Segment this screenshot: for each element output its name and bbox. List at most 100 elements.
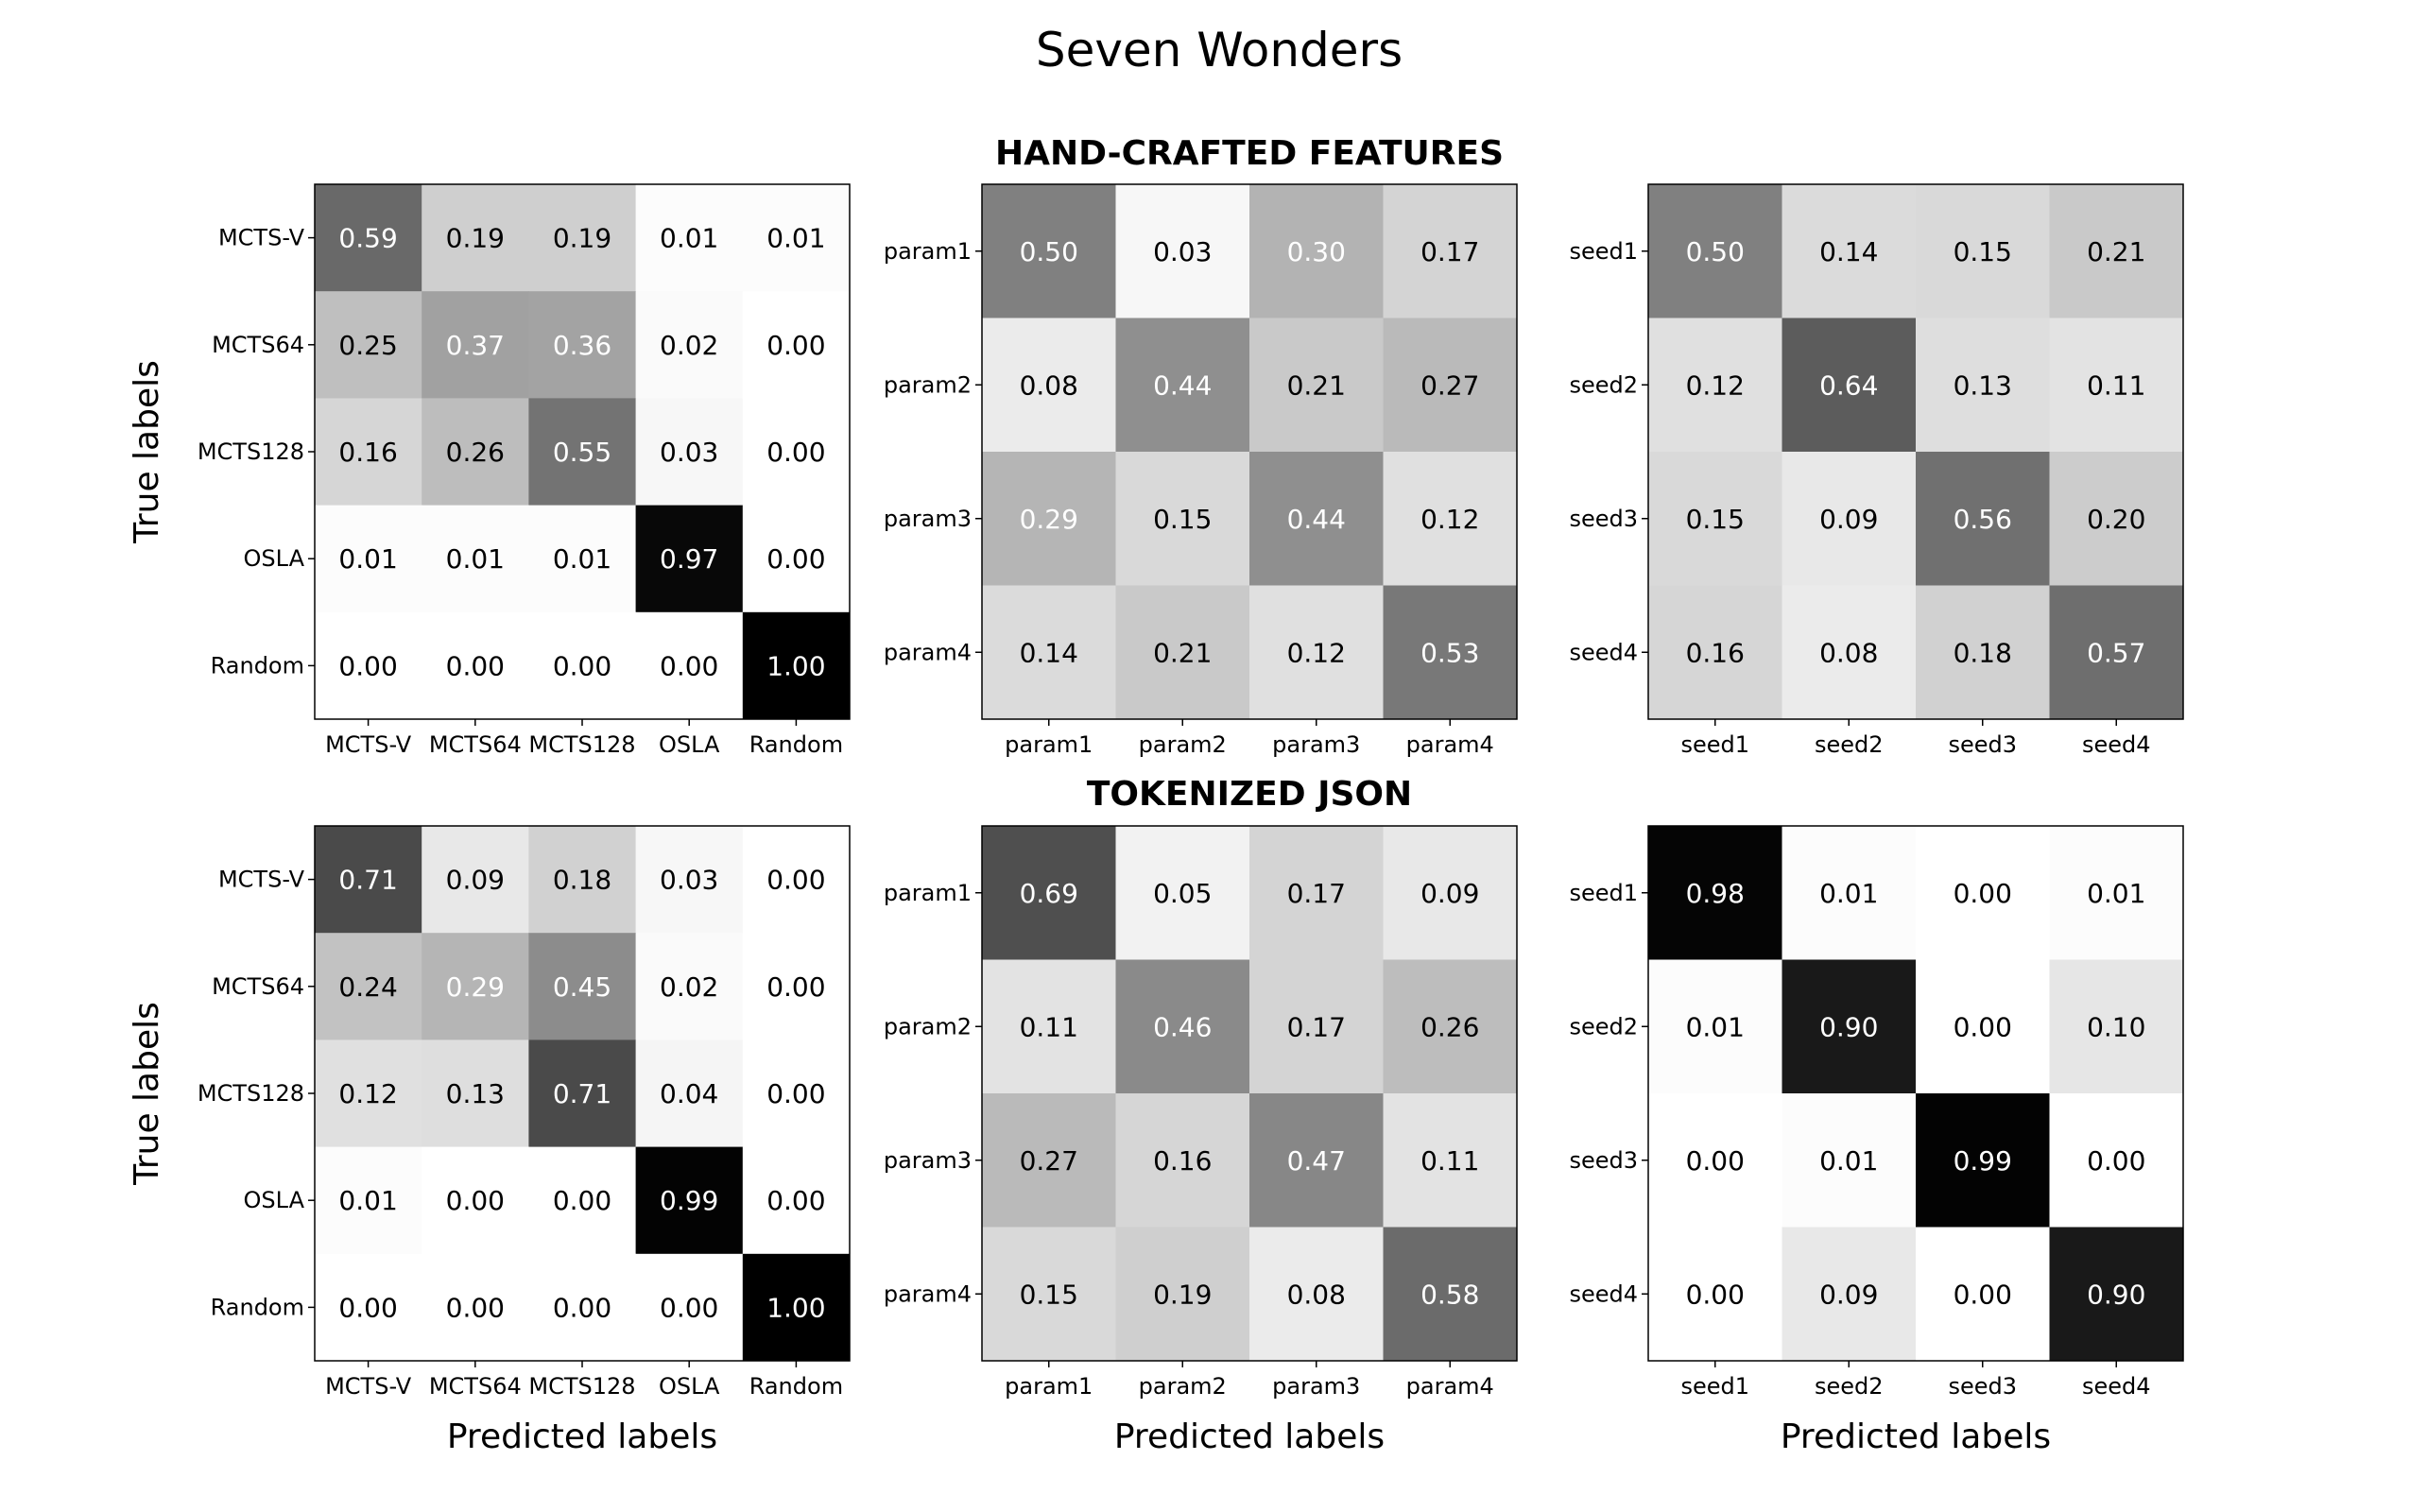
heatmap-cell	[1916, 585, 2050, 720]
heatmap-cell	[2049, 959, 2184, 1094]
heatmap-cell	[528, 1146, 637, 1255]
cell-value-label: 0.44	[1153, 369, 1212, 401]
cell-value-label: 0.15	[1020, 1279, 1078, 1310]
y-axis-label: True labels	[128, 360, 166, 544]
heatmap-cell	[422, 184, 529, 292]
cell-value-label: 0.16	[1686, 637, 1745, 668]
heatmap-frame	[981, 183, 1518, 720]
heatmap-cell	[528, 505, 637, 613]
cell-value-label: 0.01	[766, 223, 825, 254]
cell-value-label: 0.59	[338, 223, 397, 254]
cell-value-label: 0.03	[660, 437, 718, 468]
cell-value-label: 0.17	[1287, 1011, 1346, 1042]
cell-value-label: 0.50	[1686, 236, 1745, 267]
heatmap-cell	[1648, 585, 1782, 720]
heatmap-cell	[528, 398, 637, 507]
x-tick-label: OSLA	[659, 731, 720, 758]
cell-value-label: 0.15	[1153, 504, 1212, 535]
cell-value-label: 0.44	[1287, 504, 1346, 535]
y-tick-label: MCTS128	[198, 438, 304, 465]
x-tick-label: seed2	[1815, 1373, 1884, 1400]
figure-title: Seven Wonders	[1036, 23, 1403, 77]
heatmap-cell	[742, 1040, 851, 1148]
cell-value-label: 0.16	[1153, 1145, 1212, 1177]
cell-value-label: 0.18	[553, 865, 611, 896]
cell-value-label: 0.20	[2087, 504, 2145, 535]
heatmap-cell	[982, 184, 1116, 318]
heatmap-cell	[1383, 184, 1518, 318]
heatmap-cell	[1782, 826, 1917, 960]
cell-value-label: 0.71	[338, 865, 397, 896]
y-tick-label: MCTS-V	[218, 225, 305, 251]
cell-value-label: 0.16	[338, 437, 397, 468]
x-tick-label: MCTS-V	[325, 731, 412, 758]
heatmap-cell	[2049, 1093, 2184, 1228]
cell-value-label: 0.11	[1020, 1011, 1078, 1042]
cell-value-label: 0.00	[1954, 878, 2012, 909]
cell-value-label: 0.25	[338, 330, 397, 361]
cell-value-label: 0.00	[2087, 1145, 2145, 1177]
x-tick-label: seed2	[1815, 731, 1884, 758]
heatmap-cell	[635, 1146, 744, 1255]
heatmap-cell	[1249, 318, 1384, 453]
cell-value-label: 0.13	[446, 1078, 505, 1109]
cell-value-label: 0.00	[1954, 1279, 2012, 1310]
y-tick-label: param2	[884, 1013, 972, 1040]
heatmap-cell	[1249, 1227, 1384, 1362]
y-tick-label: seed1	[1569, 238, 1638, 265]
heatmap-cell	[1916, 184, 2050, 318]
heatmap-cell	[982, 1093, 1116, 1228]
heatmap-cell	[1782, 585, 1917, 720]
heatmap-cell	[635, 826, 744, 934]
heatmap-cell	[2049, 826, 2184, 960]
cell-value-label: 0.00	[446, 1292, 505, 1323]
heatmap-cell	[422, 1146, 529, 1255]
heatmap-cell	[1249, 452, 1384, 586]
cell-value-label: 0.03	[660, 865, 718, 896]
heatmap-cell	[528, 184, 637, 292]
x-tick-label: seed1	[1680, 731, 1749, 758]
cell-value-label: 0.00	[766, 543, 825, 575]
x-tick-label: seed3	[1948, 1373, 2017, 1400]
cell-value-label: 0.00	[1686, 1279, 1745, 1310]
cell-value-label: 0.19	[1153, 1279, 1212, 1310]
heatmap-cell	[528, 933, 637, 1040]
heatmap-cell	[1115, 1093, 1250, 1228]
x-tick-label: param1	[1005, 731, 1093, 758]
heatmap-cell	[1916, 1093, 2050, 1228]
x-tick-label: param3	[1272, 1373, 1360, 1400]
heatmap-cell	[422, 505, 529, 613]
heatmap-cell	[1383, 452, 1518, 586]
cell-value-label: 0.21	[1153, 637, 1212, 668]
cell-value-label: 0.00	[660, 1292, 718, 1323]
y-tick-label: seed3	[1569, 1147, 1638, 1174]
heatmap-cell	[1249, 184, 1384, 318]
cell-value-label: 0.29	[446, 971, 505, 1003]
cell-value-label: 0.12	[1287, 637, 1346, 668]
x-tick-label: OSLA	[659, 1373, 720, 1400]
heatmap-cell	[1383, 318, 1518, 453]
cell-value-label: 0.90	[1819, 1011, 1878, 1042]
cell-value-label: 0.00	[766, 971, 825, 1003]
cell-value-label: 0.00	[1686, 1145, 1745, 1177]
cell-value-label: 1.00	[766, 650, 825, 681]
cell-value-label: 0.55	[553, 437, 611, 468]
y-tick-label: MCTS128	[198, 1080, 304, 1107]
heatmap-frame	[1647, 183, 2184, 720]
y-tick-label: seed2	[1569, 371, 1638, 398]
heatmap-panel-6: 0.98 0.01 0.00 0.01 0.01 0.90 0.00 0.10 0.00 0.01…	[1569, 825, 2184, 1456]
cell-value-label: 0.03	[1153, 236, 1212, 267]
heatmap-cell	[315, 826, 422, 934]
heatmap-cell	[1115, 826, 1250, 960]
heatmap-cell	[528, 1253, 637, 1362]
row-title-tokenized: TOKENIZED JSON	[1087, 775, 1412, 814]
heatmap-panel-4: 0.71 0.09 0.18 0.03 0.00 0.24 0.29 0.45 0.02 0.00…	[128, 825, 851, 1456]
heatmap-cell	[1648, 959, 1782, 1094]
x-tick-label: MCTS128	[528, 731, 635, 758]
heatmap-cell	[422, 933, 529, 1040]
cell-value-label: 0.26	[446, 437, 505, 468]
heatmap-cell	[635, 1040, 744, 1148]
heatmap-cell	[315, 505, 422, 613]
y-tick-label: OSLA	[244, 1187, 305, 1213]
heatmap-cell	[315, 398, 422, 507]
